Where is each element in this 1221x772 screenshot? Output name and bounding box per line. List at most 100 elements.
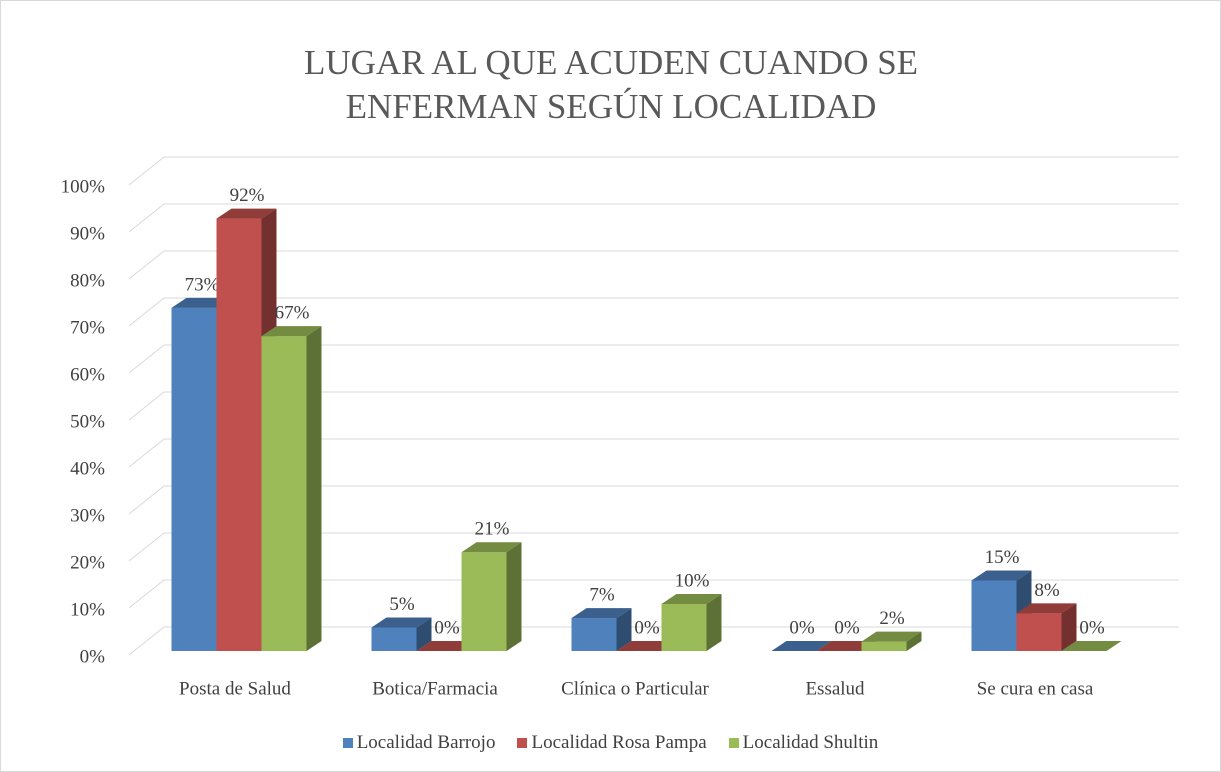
- grid-line: [128, 438, 1179, 468]
- bar-side: [906, 631, 922, 651]
- data-label: 15%: [985, 547, 1020, 568]
- legend-item: Localidad Shultin: [728, 732, 879, 754]
- bar-side: [416, 617, 432, 651]
- bar-top-shade: [771, 641, 832, 651]
- bar-top: [461, 542, 522, 553]
- y-tick-label: 90%: [70, 223, 105, 244]
- bar-top: [661, 594, 722, 604]
- bar-top-shade: [861, 631, 922, 642]
- data-label: 0%: [434, 617, 460, 638]
- data-label: 73%: [185, 274, 220, 295]
- bar: [971, 580, 1017, 651]
- bar-top-shade: [216, 208, 277, 219]
- bar-top-shade: [371, 617, 432, 628]
- data-label: 7%: [589, 584, 615, 605]
- grid-line: [128, 156, 1179, 186]
- bar-side-shade: [416, 617, 432, 651]
- bar-side: [306, 326, 322, 651]
- bar: [461, 552, 507, 651]
- data-label: 21%: [475, 519, 510, 540]
- x-tick-label: Essalud: [805, 678, 865, 699]
- y-tick-label: 50%: [70, 411, 105, 432]
- y-tick-label: 0%: [80, 646, 106, 667]
- grid-line: [128, 297, 1179, 327]
- bar-top-shade: [1061, 641, 1122, 651]
- x-tick-label: Se cura en casa: [977, 678, 1094, 699]
- bar: [1016, 613, 1062, 651]
- bar: [171, 307, 217, 651]
- legend-label: Localidad Rosa Pampa: [531, 732, 707, 753]
- grid-line: [128, 391, 1179, 421]
- data-label: 67%: [275, 302, 310, 323]
- bar: [371, 627, 417, 651]
- grid-line: [128, 579, 1179, 609]
- grid-line: [128, 203, 1179, 233]
- bar-top: [571, 608, 632, 619]
- x-tick-label: Clínica o Particular: [561, 678, 709, 699]
- bar-top: [1016, 603, 1077, 614]
- bar-top-shade: [661, 594, 722, 604]
- data-label: 10%: [675, 570, 710, 591]
- bar-top: [371, 617, 432, 628]
- x-tick-label: Posta de Salud: [179, 678, 291, 699]
- y-tick-label: 30%: [70, 505, 105, 526]
- y-tick-label: 70%: [70, 317, 105, 338]
- y-tick-label: 10%: [70, 599, 105, 620]
- bar-top: [1061, 641, 1122, 651]
- legend-swatch: [517, 738, 528, 748]
- chart-title: LUGAR AL QUE ACUDEN CUANDO SE ENFERMAN S…: [303, 43, 919, 126]
- data-label: 0%: [634, 617, 660, 638]
- bar-side-shade: [1061, 603, 1077, 651]
- y-tick-label: 100%: [61, 176, 106, 197]
- bar-side-shade: [706, 594, 722, 651]
- data-label: 8%: [1034, 580, 1060, 601]
- bar: [571, 618, 617, 651]
- grid-line: [128, 532, 1179, 562]
- bar-side: [506, 542, 522, 651]
- legend-label: Localidad Barrojo: [356, 732, 496, 753]
- y-tick-label: 20%: [70, 552, 105, 573]
- legend-item: Localidad Barrojo: [342, 732, 496, 754]
- bar-top-shade: [461, 542, 522, 553]
- bar-top-shade: [971, 570, 1032, 581]
- legend-swatch: [342, 738, 353, 748]
- legend-item: Localidad Rosa Pampa: [517, 732, 707, 754]
- grid-line: [128, 250, 1179, 280]
- data-label: 0%: [1079, 617, 1105, 638]
- legend-swatch: [728, 738, 739, 748]
- bar: [661, 604, 707, 651]
- legend: Localidad Barrojo Localidad Rosa Pampa Loc…: [1, 732, 1220, 754]
- bar-top: [261, 326, 322, 337]
- bar-top-shade: [571, 608, 632, 619]
- x-tick-label: Botica/Farmacia: [372, 678, 498, 699]
- data-label: 2%: [879, 608, 905, 629]
- bar-side-shade: [306, 326, 322, 651]
- bar-top: [216, 208, 277, 219]
- bar-top: [971, 570, 1032, 581]
- legend-label: Localidad Shultin: [742, 732, 879, 753]
- bar-top: [771, 641, 832, 651]
- bar-top: [861, 631, 922, 642]
- data-label: 0%: [789, 617, 815, 638]
- bar: [261, 336, 307, 651]
- y-tick-label: 60%: [70, 364, 105, 385]
- grid-line: [128, 485, 1179, 515]
- bar-side: [706, 594, 722, 651]
- grid-line: [128, 344, 1179, 374]
- bar-top-shade: [1016, 603, 1077, 614]
- bar-top-shade: [261, 326, 322, 337]
- grid-line: [128, 626, 1179, 656]
- bar: [861, 641, 907, 651]
- bar-side: [1061, 603, 1077, 651]
- y-tick-label: 40%: [70, 458, 105, 479]
- bar-side-shade: [906, 631, 922, 651]
- bar-side-shade: [506, 542, 522, 651]
- data-label: 0%: [834, 617, 860, 638]
- y-tick-label: 80%: [70, 270, 105, 291]
- bar-side-shade: [616, 608, 632, 651]
- bar: [216, 218, 262, 651]
- data-label: 5%: [389, 594, 415, 615]
- bar-side: [616, 608, 632, 651]
